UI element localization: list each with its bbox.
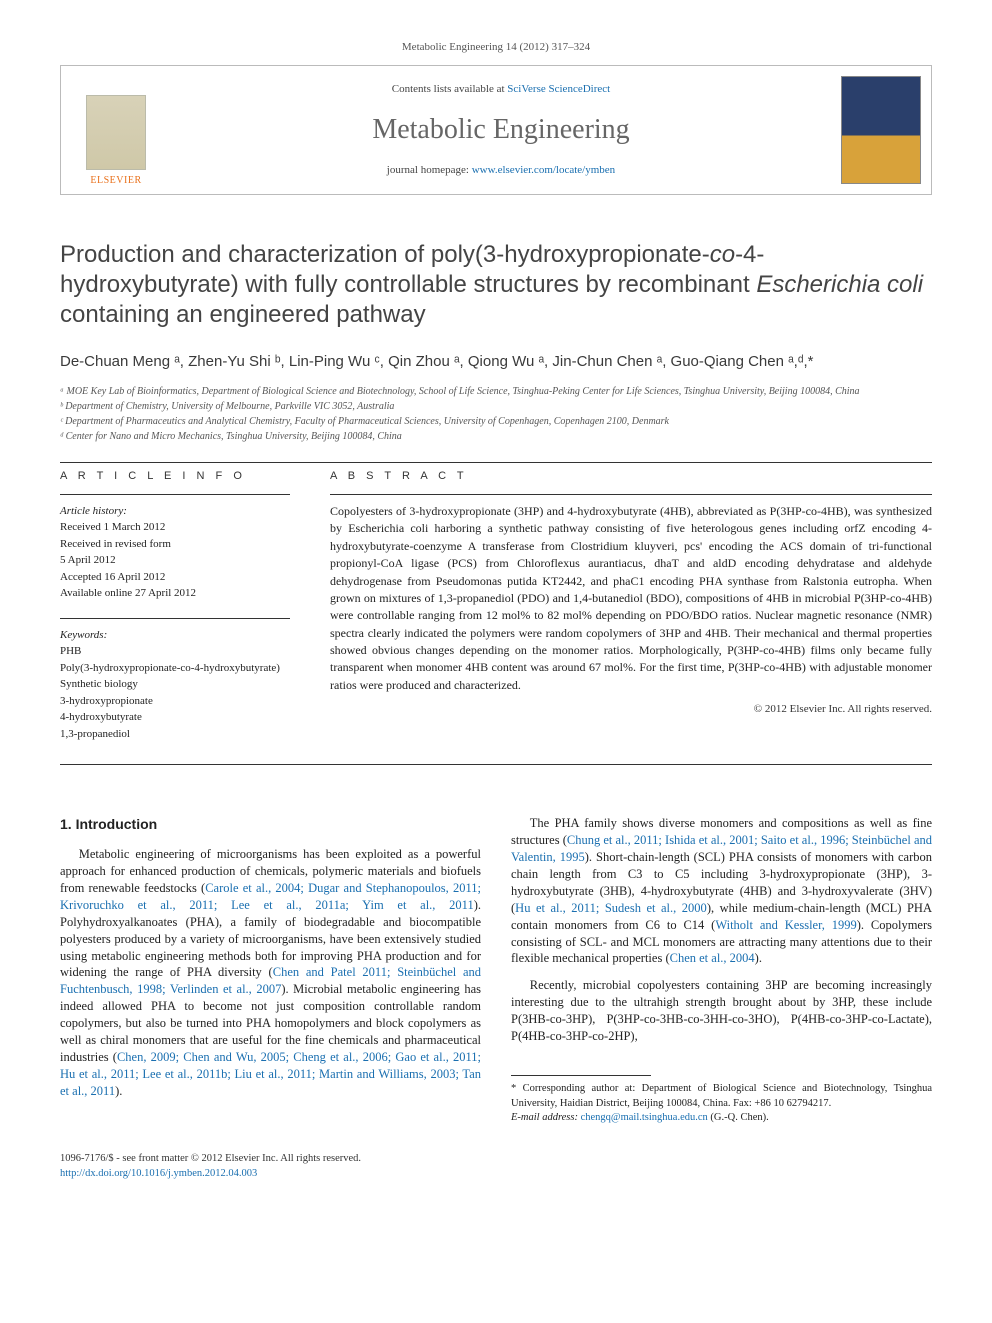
history-revised-1: Received in revised form	[60, 536, 290, 553]
intro-para-2: The PHA family shows diverse monomers an…	[511, 815, 932, 967]
affiliations: ᵃ MOE Key Lab of Bioinformatics, Departm…	[60, 384, 932, 444]
email-suffix: (G.-Q. Chen).	[710, 1112, 768, 1123]
keyword: 4-hydroxybutyrate	[60, 709, 290, 726]
keyword: Poly(3-hydroxypropionate-co-4-hydroxybut…	[60, 660, 290, 677]
section-heading: 1. Introduction	[60, 815, 481, 834]
keyword: 1,3-propanediol	[60, 726, 290, 743]
citation-link[interactable]: Chen et al., 2004	[670, 951, 755, 965]
abstract-top-rule	[330, 494, 932, 495]
author-list: De-Chuan Meng ᵃ, Zhen-Yu Shi ᵇ, Lin-Ping…	[60, 352, 932, 372]
affiliation-d: ᵈ Center for Nano and Micro Mechanics, T…	[60, 429, 932, 444]
journal-homepage-link[interactable]: www.elsevier.com/locate/ymben	[472, 164, 615, 176]
p2-end: ).	[755, 951, 762, 965]
elsevier-tree-icon	[86, 95, 146, 170]
history-revised-2: 5 April 2012	[60, 552, 290, 569]
publisher-block: ELSEVIER	[61, 66, 171, 194]
corresponding-email-link[interactable]: chengq@mail.tsinghua.edu.cn	[581, 1112, 708, 1123]
doi-link[interactable]: http://dx.doi.org/10.1016/j.ymben.2012.0…	[60, 1168, 257, 1179]
page-footer: 1096-7176/$ - see front matter © 2012 El…	[60, 1152, 932, 1181]
sciencedirect-link[interactable]: SciVerse ScienceDirect	[507, 83, 610, 95]
title-pt5: containing an engineered pathway	[60, 301, 426, 328]
corresponding-author-note: * Corresponding author at: Department of…	[511, 1082, 932, 1111]
homepage-line: journal homepage: www.elsevier.com/locat…	[387, 163, 615, 178]
intro-para-3: Recently, microbial copolyesters contain…	[511, 977, 932, 1045]
homepage-prefix: journal homepage:	[387, 164, 472, 176]
keyword: 3-hydroxypropionate	[60, 693, 290, 710]
journal-masthead: ELSEVIER Contents lists available at Sci…	[60, 65, 932, 195]
affiliation-a: ᵃ MOE Key Lab of Bioinformatics, Departm…	[60, 384, 932, 399]
article-title: Production and characterization of poly(…	[60, 240, 932, 330]
contents-prefix: Contents lists available at	[392, 83, 507, 95]
history-accepted: Accepted 16 April 2012	[60, 569, 290, 586]
intro-para-1: Metabolic engineering of microorganisms …	[60, 846, 481, 1099]
citation-link[interactable]: Chen, 2009; Chen and Wu, 2005; Cheng et …	[60, 1050, 481, 1098]
front-matter-line: 1096-7176/$ - see front matter © 2012 El…	[60, 1152, 932, 1167]
publisher-name: ELSEVIER	[90, 174, 141, 188]
email-label: E-mail address:	[511, 1112, 578, 1123]
running-head: Metabolic Engineering 14 (2012) 317–324	[60, 40, 932, 55]
keyword: Synthetic biology	[60, 676, 290, 693]
article-info-column: A R T I C L E I N F O Article history: R…	[60, 469, 290, 758]
keywords-block: Keywords: PHB Poly(3-hydroxypropionate-c…	[60, 618, 290, 743]
journal-cover-thumb	[841, 76, 921, 184]
title-pt1: Production and characterization of poly(…	[60, 241, 710, 268]
article-history: Article history: Received 1 March 2012 R…	[60, 494, 290, 602]
body-two-column: 1. Introduction Metabolic engineering of…	[60, 815, 932, 1125]
abstract-text: Copolyesters of 3-hydroxypropionate (3HP…	[330, 503, 932, 694]
citation-link[interactable]: Hu et al., 2011; Sudesh et al., 2000	[515, 901, 707, 915]
keywords-label: Keywords:	[60, 627, 290, 644]
footnote-separator	[511, 1075, 651, 1076]
citation-link[interactable]: Witholt and Kessler, 1999	[715, 918, 856, 932]
abstract-heading: A B S T R A C T	[330, 469, 932, 484]
article-info-heading: A R T I C L E I N F O	[60, 469, 290, 484]
abstract-column: A B S T R A C T Copolyesters of 3-hydrox…	[330, 469, 932, 758]
p1-end: ).	[115, 1084, 122, 1098]
contents-line: Contents lists available at SciVerse Sci…	[392, 82, 610, 97]
keyword: PHB	[60, 643, 290, 660]
affiliation-b: ᵇ Department of Chemistry, University of…	[60, 399, 932, 414]
bottom-rule	[60, 764, 932, 765]
journal-name: Metabolic Engineering	[372, 111, 629, 149]
footnote-block: * Corresponding author at: Department of…	[511, 1082, 932, 1126]
title-co: co	[710, 241, 735, 268]
top-rule	[60, 462, 932, 463]
abstract-copyright: © 2012 Elsevier Inc. All rights reserved…	[330, 702, 932, 717]
history-online: Available online 27 April 2012	[60, 585, 290, 602]
title-species: Escherichia coli	[756, 271, 923, 298]
affiliation-c: ᶜ Department of Pharmaceutics and Analyt…	[60, 414, 932, 429]
history-received: Received 1 March 2012	[60, 519, 290, 536]
history-label: Article history:	[60, 503, 290, 520]
